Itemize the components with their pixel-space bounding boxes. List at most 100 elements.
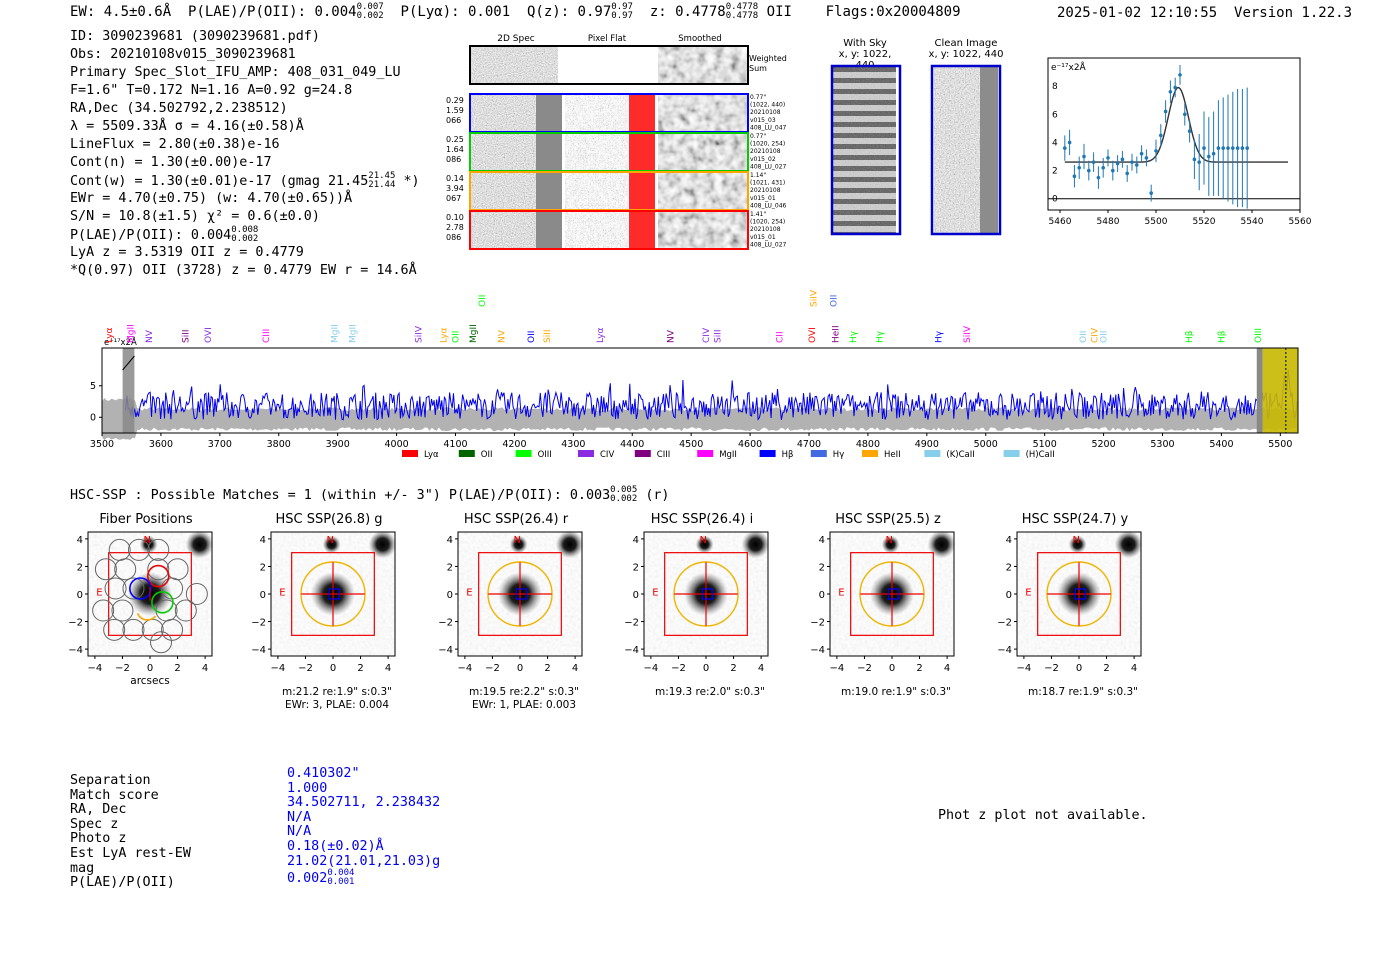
zoom-data-point: [1231, 146, 1235, 150]
zoom-data-point: [1168, 89, 1173, 94]
zoom-data-point: [1245, 146, 1249, 150]
spectrum-line-label: NV: [145, 329, 155, 343]
hsc-title-end: (r): [645, 488, 670, 503]
match-value-text: 34.502711, 2.238432: [287, 795, 441, 811]
zoom-data-point: [1149, 191, 1153, 195]
cutout-row-right-label: (1020, 254): [750, 141, 785, 148]
hsc-xtick-label: 2: [730, 663, 736, 674]
cutout-row-right-label: 20210108: [750, 187, 781, 194]
hsc-xtick-label: 4: [202, 663, 208, 674]
zoom-data-point: [1091, 160, 1096, 164]
hsc-xtick-label: 2: [1103, 663, 1109, 674]
hsc-north-label: N: [700, 535, 707, 546]
cutout-smoothed: [658, 133, 748, 171]
spectrum-line-label: MgII: [348, 324, 358, 343]
col-title-pixelflat: Pixel Flat: [588, 34, 627, 44]
spectrum-highlight-region: [1262, 348, 1298, 433]
hsc-neighbor-source: [1114, 530, 1143, 559]
col-title-smoothed: Smoothed: [678, 34, 721, 44]
hsc-ytick-label: −4: [997, 645, 1012, 656]
hsc-xtick-label: 4: [572, 663, 578, 674]
zoom-xtick-label: 5560: [1289, 217, 1312, 227]
spectrum-line-label: NV: [498, 329, 508, 343]
match-value-text: 1.000: [287, 780, 328, 796]
hsc-ytick-label: 4: [260, 535, 266, 546]
cutout-smoothed: [658, 211, 748, 249]
legend-label: OII: [481, 450, 493, 460]
zoom-plot-frame: [1047, 57, 1301, 211]
zoom-ytick-label: 2: [1052, 167, 1058, 177]
cutout-row-right-label: 0.77": [750, 133, 766, 140]
legend-swatch: [862, 450, 878, 457]
zoom-data-point: [1106, 156, 1110, 160]
hsc-xtick-label: 0: [330, 663, 336, 674]
hsc-east-label: E: [838, 587, 844, 598]
cutout-pixelflat: [564, 172, 628, 210]
hsc-xtick-label: −2: [857, 663, 872, 674]
hsc-ytick-label: 4: [819, 535, 825, 546]
fiber-cutouts-panel: 2D Spec Pixel Flat Smoothed Weighted Sum…: [446, 34, 787, 250]
hsc-xtick-label: 2: [357, 663, 363, 674]
weighted-2dspec: [470, 46, 558, 84]
sky-clean-images: [830, 64, 1002, 236]
zoom-data-point: [1183, 112, 1187, 117]
hsc-xtick-label: −2: [485, 663, 500, 674]
cutout-row-right-label: 1.41": [750, 211, 766, 218]
hsc-neighbor-aperture: [728, 530, 774, 567]
cutout-row-left-label: 086: [446, 233, 461, 242]
hsc-ytick-label: −4: [624, 645, 639, 656]
spectrum-ytick-label: 5: [90, 381, 96, 392]
legend-swatch: [810, 450, 827, 457]
hsc-neighbor-aperture: [914, 530, 960, 567]
hsc-caption-line1: m:21.2 re:1.9" s:0.3": [282, 686, 392, 698]
hsc-xtick-label: 4: [1131, 663, 1137, 674]
zoom-data-point: [1096, 175, 1101, 180]
cutout-row-left-label: 1.59: [446, 106, 464, 115]
hsc-panel-title: HSC SSP(26.4) i: [650, 512, 754, 527]
hsc-xtick-label: −2: [298, 663, 313, 674]
info-lambda: λ = 5509.33Å σ = 4.16(±0.58)Å: [70, 119, 304, 134]
cutout-separator: [562, 172, 565, 210]
hsc-aperture-ellipse: [673, 561, 739, 627]
hsc-north-label: N: [1073, 535, 1080, 546]
info-plae-lo: 0.002: [231, 234, 259, 244]
hsc-cutout: N E 4 2 0 −2 −4 −4 −2 0 2 4: [624, 530, 774, 674]
hsc-ytick-label: −2: [624, 618, 639, 629]
hsc-search-box: [291, 552, 375, 636]
spectrum-line-label: SiII: [182, 329, 192, 343]
hsc-fiber-circle: [114, 558, 137, 581]
cutout-pixelflat-mask: [629, 172, 655, 210]
hsc-ytick-label: 4: [77, 535, 83, 546]
spectrum-mask-hatch: [122, 355, 135, 371]
cutout-2dspec-edge: [536, 172, 562, 210]
hsc-target-marker: [701, 588, 713, 600]
clean-image: [934, 66, 984, 234]
with-sky-frame: [830, 64, 902, 236]
spectrum-xtick-label: 5400: [1209, 439, 1233, 450]
cutout-row-left-label: 0.10: [446, 213, 464, 222]
spectrum-xtick-label: 5200: [1091, 439, 1115, 450]
hsc-east-label: E: [1025, 587, 1031, 598]
hsc-fiber-circle: [146, 564, 170, 588]
zoom-xtick-label: 5500: [1145, 217, 1168, 227]
zoom-data-point: [1207, 154, 1211, 159]
hsc-target-marker: [515, 588, 527, 600]
spectrum-line-label: OII: [830, 295, 840, 307]
zoom-ytick-label: 4: [1052, 138, 1058, 148]
hsc-cutout: N E 4 2 0 −2 −4 −4 −2 0 2 4 arcsecs: [68, 530, 214, 687]
info-plae-row: P(LAE)/P(OII): 0.004 0.008 0.002: [70, 226, 420, 244]
clean-image-coords: x, y: 1022, 440: [928, 49, 1004, 60]
header-summary: EW: 4.5±0.6Å P(LAE)/P(OII): 0.004 0.007 0.…: [70, 3, 961, 21]
hsc-xtick-label: −2: [671, 663, 686, 674]
spectrum-line-label: SiIV: [963, 325, 973, 343]
hsc-panel-title: Fiber Positions: [99, 512, 193, 527]
spectrum-line-label: CII: [776, 331, 786, 343]
hsc-fiber-arc: [136, 612, 157, 621]
match-value: 0.18(±0.02)Å: [287, 839, 440, 855]
hsc-fiber-circle: [104, 577, 127, 600]
hsc-ytick-label: 2: [260, 562, 266, 573]
hsc-north-label: N: [327, 535, 334, 546]
hsc-title-hi: 0.005: [610, 485, 638, 495]
hsc-fiber-circle: [174, 599, 197, 622]
